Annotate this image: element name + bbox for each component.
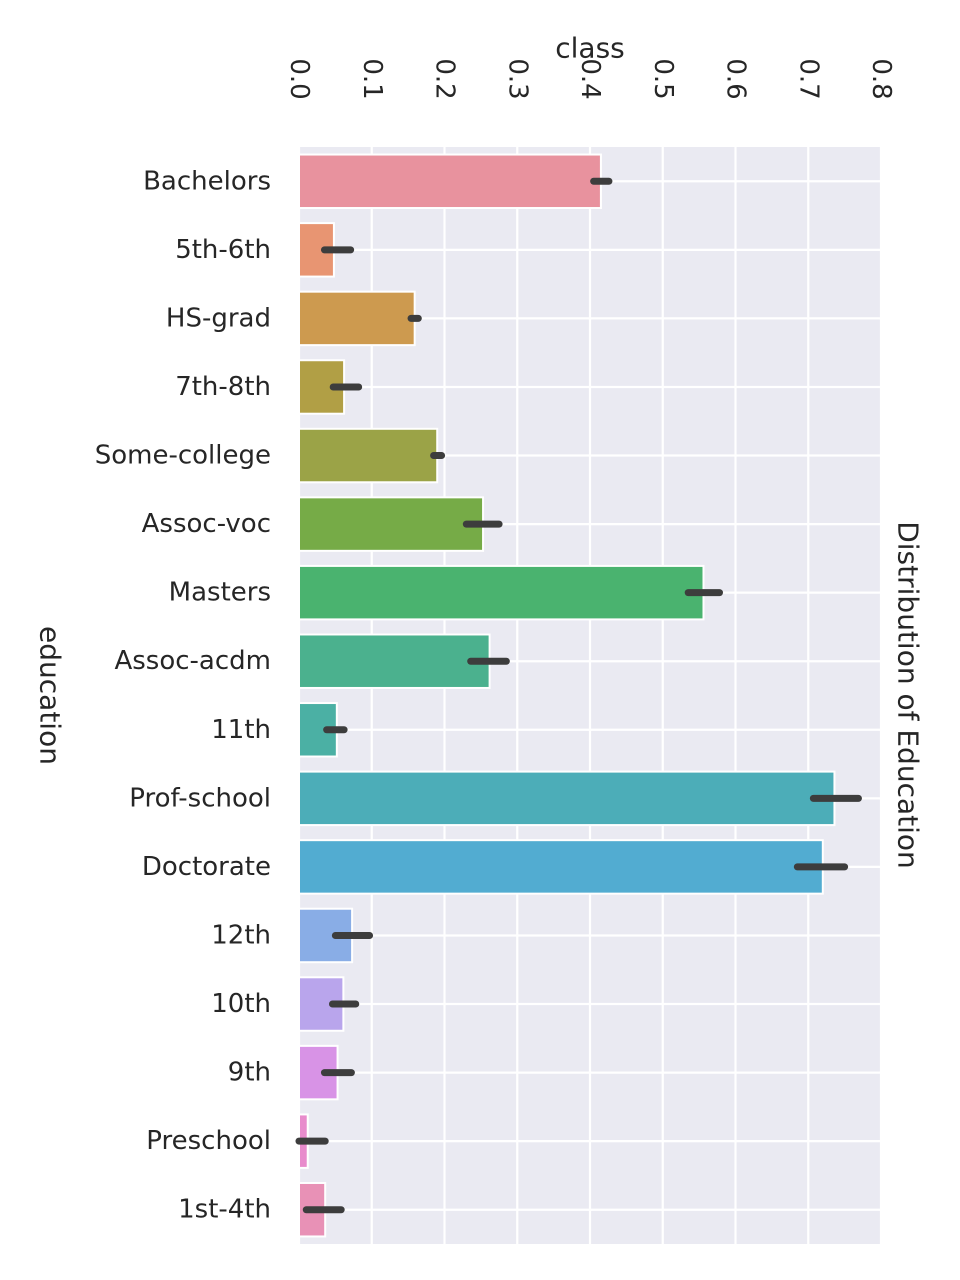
- y-tick-label: Prof-school: [129, 783, 271, 813]
- y-tick-labels: Bachelors 5th-6th HS-grad 7th-8th Some-colle…: [95, 166, 271, 1224]
- y-tick-label: 7th-8th: [175, 372, 271, 402]
- bar: [298, 153, 602, 210]
- y-tick-label: 9th: [228, 1058, 271, 1088]
- y-tick-label: 5th-6th: [175, 235, 271, 265]
- x-tick-label: 0.1: [357, 58, 387, 99]
- x-tick-label: 0.5: [648, 58, 678, 99]
- bar: [298, 770, 836, 827]
- chart-title: Distribution of Education: [892, 521, 925, 869]
- x-tick-label: 0.7: [793, 58, 823, 99]
- y-tick-label: Some-college: [95, 441, 271, 471]
- x-tick-label: 0.6: [721, 58, 751, 99]
- x-tick-label: 0.2: [430, 58, 460, 99]
- x-tick-labels: 0.0 0.1 0.2 0.3 0.4 0.5 0.6 0.7 0.8: [284, 58, 896, 99]
- y-tick-label: 12th: [211, 920, 271, 950]
- y-tick-label: 11th: [211, 715, 271, 745]
- bar: [298, 496, 485, 552]
- x-axis-title: class: [555, 32, 625, 65]
- y-tick-label: Doctorate: [142, 852, 271, 882]
- y-tick-label: Assoc-voc: [142, 509, 271, 539]
- y-tick-label: 1st-4th: [178, 1195, 271, 1225]
- x-tick-label: 0.3: [502, 58, 532, 99]
- bar: [298, 839, 824, 895]
- y-tick-label: Assoc-acdm: [114, 646, 271, 676]
- x-tick-label: 0.4: [575, 58, 605, 99]
- y-tick-label: Masters: [169, 578, 271, 608]
- bars: [298, 153, 836, 1238]
- bar: [298, 290, 416, 347]
- y-axis-title: education: [34, 626, 67, 765]
- bar: [298, 564, 705, 621]
- bar: [298, 427, 439, 484]
- x-tick-label: 0.0: [284, 58, 314, 99]
- y-tick-label: Preschool: [146, 1126, 271, 1156]
- y-tick-label: 10th: [211, 989, 271, 1019]
- bar: [298, 633, 491, 689]
- error-bars: [295, 177, 862, 1214]
- y-tick-label: Bachelors: [143, 166, 271, 196]
- x-tick-label: 0.8: [866, 58, 896, 99]
- y-tick-label: HS-grad: [166, 303, 271, 333]
